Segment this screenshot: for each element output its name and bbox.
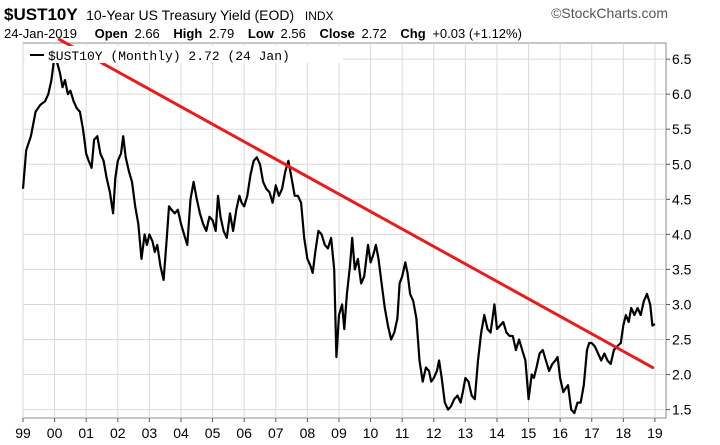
x-tick-label: 03	[142, 425, 158, 441]
x-tick-label: 04	[173, 425, 189, 441]
low-label: Low	[248, 26, 275, 41]
brand: StockCharts.com	[561, 5, 668, 21]
x-tick-label: 02	[110, 425, 126, 441]
x-tick-label: 11	[395, 425, 410, 441]
x-tick-label: 14	[489, 425, 505, 441]
x-tick-label: 09	[331, 425, 347, 441]
x-tick-label: 10	[363, 425, 379, 441]
trendline	[57, 37, 655, 370]
x-tick-label: 13	[458, 425, 474, 441]
x-tick-label: 15	[521, 425, 537, 441]
quote-date: 24-Jan-2019	[4, 26, 77, 41]
x-tick-label: 00	[47, 425, 63, 441]
x-tick-label: 12	[426, 425, 442, 441]
y-tick-label: 6.0	[672, 86, 692, 102]
y-tick-label: 4.5	[672, 191, 692, 207]
y-tick-label: 6.5	[672, 51, 692, 67]
exchange: INDX	[305, 9, 334, 23]
legend-background	[25, 46, 343, 63]
x-tick-label: 99	[15, 425, 31, 441]
x-tick-label: 01	[78, 425, 94, 441]
chg-value: +0.03 (+1.12%)	[432, 26, 522, 41]
y-axis-tick-labels: 6.5 6.0 5.5 5.0 4.5 4.0 3.5 3.0 2.5 2.0 1.5	[672, 51, 692, 417]
y-tick-label: 2.5	[672, 331, 692, 347]
chart-header-title: $UST10Y 10-Year US Treasury Yield (EOD) …	[4, 5, 668, 24]
description: 10-Year US Treasury Yield (EOD)	[86, 7, 294, 23]
symbol: $UST10Y	[4, 5, 78, 24]
close-label: Close	[319, 26, 354, 41]
open-label: Open	[95, 26, 128, 41]
chg-label: Chg	[400, 26, 425, 41]
x-tick-label: 05	[205, 425, 221, 441]
y-tick-label: 2.0	[672, 367, 692, 383]
chart-legend: $UST10Y (Monthly) 2.72 (24 Jan)	[25, 46, 343, 64]
x-gridlines	[22, 43, 656, 422]
svg-text:©StockCharts.com: ©StockCharts.com	[551, 5, 668, 21]
y-tick-label: 5.0	[672, 156, 692, 172]
low-value: 2.56	[281, 26, 306, 41]
yield-series-line	[21, 54, 656, 415]
x-tick-label: 08	[300, 425, 316, 441]
x-tick-label: 06	[236, 425, 252, 441]
x-tick-label: 19	[647, 425, 663, 441]
legend-label: $UST10Y (Monthly) 2.72 (24 Jan)	[48, 49, 290, 64]
y-tick-label: 3.0	[672, 296, 692, 312]
copyright-icon: ©	[551, 5, 562, 21]
svg-text:$UST10Y 10-Year US Tre: $UST10Y 10-Year US Treasury Yield (EOD) …	[4, 5, 334, 24]
open-value: 2.66	[134, 26, 159, 41]
close-value: 2.72	[361, 26, 386, 41]
high-label: High	[173, 26, 202, 41]
x-tick-label: 07	[268, 425, 284, 441]
x-tick-label: 16	[552, 425, 568, 441]
y-gridlines	[23, 58, 670, 411]
ohlc-summary: 24-Jan-2019 Open 2.66 High 2.79 Low 2.56…	[4, 26, 522, 41]
y-tick-label: 5.5	[672, 121, 692, 137]
svg-text:24-Jan-2019 Open: 24-Jan-2019 Open 2.66 High 2.79 Low 2.56…	[4, 26, 522, 41]
x-tick-label: 18	[616, 425, 632, 441]
x-tick-label: 17	[584, 425, 600, 441]
x-axis-tick-labels: 99 00 01 02 03 04 05 06 07 08 09 10 11 12 13 14 15 16 17 18…	[15, 425, 663, 441]
high-value: 2.79	[209, 26, 234, 41]
series-layer	[21, 37, 656, 415]
plot-area-border	[22, 42, 667, 419]
y-tick-label: 1.5	[672, 402, 692, 418]
y-tick-label: 4.0	[672, 226, 692, 242]
y-tick-label: 3.5	[672, 261, 692, 277]
